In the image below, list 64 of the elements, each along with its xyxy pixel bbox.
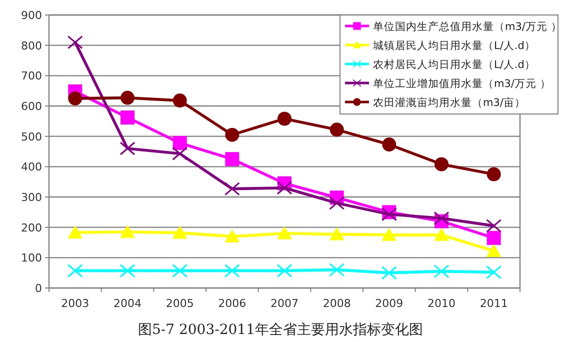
x-tick-label: 2007 — [270, 297, 298, 310]
point — [277, 226, 292, 240]
x-tick-label: 2004 — [114, 297, 142, 310]
point — [382, 228, 397, 241]
point — [172, 146, 188, 160]
point — [120, 264, 136, 278]
y-tick-label: 500 — [21, 130, 42, 144]
x-tick-label: 2010 — [428, 297, 456, 310]
point — [329, 196, 345, 210]
text: 图5-7 2003-2011年全省主要用水指标变化图 — [138, 322, 423, 338]
point — [276, 264, 292, 278]
point — [68, 91, 82, 106]
point — [172, 226, 188, 239]
point — [172, 94, 187, 108]
point — [225, 128, 240, 142]
point — [329, 263, 345, 277]
point — [224, 264, 240, 278]
legend-label: 单位工业增加值用水量（m3/万元 ） — [373, 77, 551, 90]
y-tick-label: 200 — [21, 221, 42, 234]
x-tick-label: 2003 — [61, 297, 90, 310]
point — [330, 122, 344, 137]
point — [486, 230, 501, 245]
point — [172, 136, 187, 150]
point — [382, 138, 396, 152]
legend-label: 农田灌溉亩均用水量（m3/亩） — [373, 96, 526, 109]
point — [225, 152, 240, 166]
point — [381, 266, 397, 280]
point — [224, 182, 240, 196]
point — [486, 244, 502, 257]
legend-label: 城镇居民人均日用水量（L/人.d） — [372, 39, 536, 52]
point — [120, 142, 136, 156]
point — [434, 157, 448, 172]
y-tick-label: 600 — [21, 100, 42, 113]
y-tick-label: 0 — [35, 282, 42, 295]
point — [120, 90, 134, 105]
point — [486, 265, 502, 280]
y-tick-label: 700 — [21, 70, 42, 83]
point — [120, 110, 134, 125]
point — [276, 181, 292, 195]
point — [278, 112, 292, 126]
x-tick-label: 2008 — [322, 297, 351, 310]
y-tick-label: 100 — [21, 252, 42, 265]
point — [486, 167, 501, 182]
legend-label: 农村居民人均日用水量（L/人.d） — [373, 58, 536, 71]
point — [68, 225, 83, 238]
point — [434, 264, 450, 278]
legend-label: 单位国内生产总值用水量（m3/万元 ） — [373, 20, 561, 33]
point — [486, 219, 502, 233]
point — [67, 264, 83, 278]
point — [434, 211, 450, 226]
x-tick-label: 2009 — [375, 297, 404, 310]
x-tick-label: 2006 — [218, 297, 246, 310]
y-tick-label: 800 — [21, 39, 42, 52]
point — [172, 264, 188, 278]
point — [67, 36, 83, 50]
point — [224, 229, 240, 242]
x-tick-label: 2011 — [480, 297, 508, 310]
point — [329, 227, 344, 240]
x-tick-label: 2005 — [166, 297, 194, 310]
y-tick-label: 300 — [21, 191, 42, 204]
y-tick-label: 900 — [21, 9, 42, 22]
point — [120, 224, 135, 238]
y-tick-label: 400 — [21, 160, 42, 174]
point — [434, 228, 449, 241]
